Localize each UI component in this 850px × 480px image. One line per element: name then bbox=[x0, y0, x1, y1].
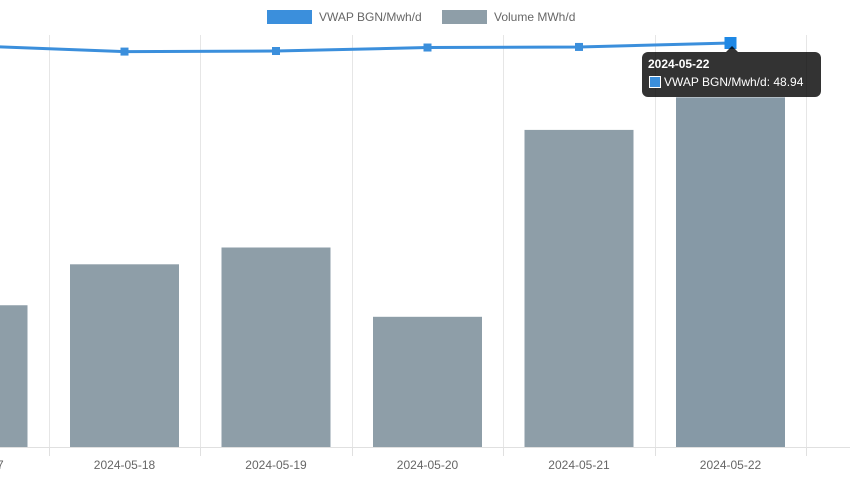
legend-swatch[interactable] bbox=[442, 10, 487, 24]
volume-bar[interactable] bbox=[221, 247, 331, 448]
x-tick-labels: 2024-05-17 2024-05-18 2024-05-19 2024-05-20… bbox=[0, 458, 762, 472]
legend-swatch[interactable] bbox=[267, 10, 312, 24]
legend-label[interactable]: Volume MWh/d bbox=[494, 10, 575, 24]
x-tick-label: 2024-05-18 bbox=[94, 458, 156, 472]
vwap-line bbox=[0, 41, 731, 54]
tooltip-label: VWAP BGN/Mwh/d: 48.94 bbox=[664, 75, 804, 89]
tooltip-color-swatch bbox=[649, 76, 661, 88]
legend-label[interactable]: VWAP BGN/Mwh/d bbox=[319, 10, 422, 24]
tooltip-body: VWAP BGN/Mwh/d: 48.94 bbox=[648, 75, 815, 89]
legend[interactable]: VWAP BGN/Mwh/d Volume MWh/d bbox=[267, 10, 575, 24]
volume-bar[interactable] bbox=[524, 129, 634, 447]
tooltip: 2024-05-22 VWAP BGN/Mwh/d: 48.94 bbox=[642, 46, 821, 97]
vwap-point[interactable] bbox=[272, 47, 280, 56]
tooltip-title: 2024-05-22 bbox=[648, 57, 710, 71]
x-tick-label: 2024-05-22 bbox=[700, 458, 762, 472]
vwap-point[interactable] bbox=[120, 47, 129, 56]
volume-bar[interactable] bbox=[676, 97, 785, 447]
x-tick-label: 2024-05-21 bbox=[548, 458, 610, 472]
x-tick-label: 2024-05-19 bbox=[245, 458, 307, 472]
volume-bar[interactable] bbox=[373, 316, 482, 447]
volume-bars bbox=[0, 97, 785, 447]
vwap-point[interactable] bbox=[423, 43, 432, 52]
x-tick-label: 2024-05-17 bbox=[0, 458, 4, 472]
volume-bar[interactable] bbox=[0, 305, 28, 447]
tooltip-caret bbox=[726, 46, 738, 52]
vwap-line-layer bbox=[0, 37, 737, 56]
volume-bar[interactable] bbox=[70, 264, 179, 447]
grid-layer bbox=[0, 35, 850, 456]
vwap-point[interactable] bbox=[575, 42, 583, 51]
x-tick-label: 2024-05-20 bbox=[397, 458, 459, 472]
